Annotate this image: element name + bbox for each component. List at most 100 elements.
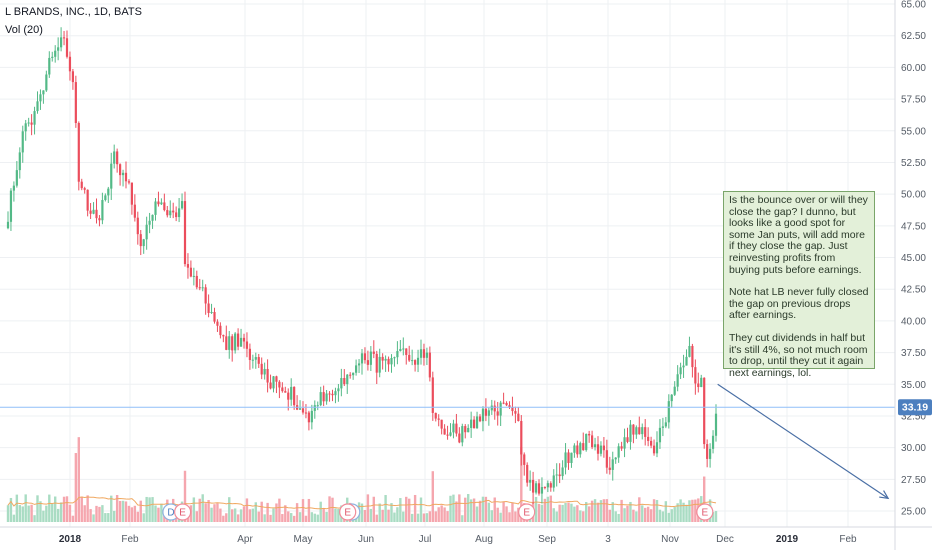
- volume-bar: [328, 496, 331, 522]
- earnings-marker[interactable]: E: [696, 503, 714, 521]
- candle: [478, 416, 482, 422]
- candle: [502, 402, 505, 404]
- volume-bar: [582, 511, 585, 522]
- candle: [269, 382, 272, 389]
- candle: [237, 333, 240, 347]
- time-tick-label: Apr: [237, 534, 253, 545]
- candle: [411, 360, 414, 362]
- candle: [83, 188, 86, 190]
- volume-bar: [148, 497, 151, 522]
- volume-bar: [505, 506, 508, 522]
- candle: [596, 444, 600, 454]
- note-box[interactable]: Is the bounce over or will they close th…: [723, 191, 875, 379]
- candle: [697, 383, 700, 388]
- candle: [408, 354, 411, 361]
- candle: [493, 405, 496, 412]
- volume-bar: [425, 513, 429, 522]
- candle: [375, 353, 378, 373]
- earnings-marker[interactable]: E: [518, 503, 536, 521]
- projection-arrow[interactable]: [717, 383, 890, 500]
- candle: [86, 189, 89, 211]
- candle: [355, 365, 358, 373]
- candle: [337, 388, 340, 392]
- volume-bar: [543, 498, 547, 522]
- time-axis[interactable]: 2018 Feb Apr May Jun Jul Aug Sep 3 Nov Dec 2019 Feb: [59, 534, 857, 545]
- time-tick-label: Feb: [839, 534, 857, 545]
- volume-bar: [295, 503, 299, 522]
- event-markers[interactable]: DDEEEE: [162, 503, 714, 521]
- candle: [688, 345, 691, 357]
- volume-bar: [127, 505, 131, 522]
- volume-bar: [59, 502, 63, 522]
- earnings-marker[interactable]: E: [339, 503, 357, 521]
- volume-bar: [431, 471, 434, 522]
- candle: [378, 356, 381, 373]
- marker-label: E: [701, 508, 708, 519]
- volume-bar: [416, 513, 420, 522]
- candle: [89, 210, 92, 214]
- candle: [434, 412, 437, 419]
- volume-bar: [461, 515, 464, 522]
- candlesticks[interactable]: [6, 27, 718, 504]
- candle: [714, 413, 718, 436]
- candle: [180, 201, 184, 209]
- candle: [304, 412, 308, 414]
- candle: [48, 57, 51, 75]
- candle: [57, 47, 60, 51]
- candle: [42, 90, 45, 95]
- volume-bar: [207, 500, 210, 522]
- volume-bar: [225, 513, 228, 522]
- volume-bar: [490, 510, 493, 522]
- time-tick-label: Aug: [475, 534, 493, 545]
- chart-grid: [0, 0, 895, 527]
- volume-bar: [284, 505, 287, 522]
- candle: [369, 351, 372, 365]
- candle: [68, 56, 72, 72]
- candle: [605, 450, 608, 468]
- candle: [328, 393, 331, 395]
- volume-bar: [478, 500, 482, 522]
- volume-bar: [65, 496, 69, 522]
- candle: [558, 474, 561, 477]
- volume-bar: [204, 503, 207, 522]
- candle: [591, 435, 594, 448]
- candle: [372, 351, 375, 354]
- volume-bar: [419, 497, 423, 522]
- volume-bar: [632, 509, 635, 522]
- marker-circle: [518, 503, 536, 521]
- volume-bar: [593, 499, 597, 522]
- volume-bar: [711, 512, 715, 522]
- candle: [703, 377, 706, 445]
- price-tick-label: 62.50: [901, 31, 926, 42]
- volume-bar: [587, 506, 591, 522]
- volume-bar: [301, 499, 305, 522]
- last-price-value: 33.19: [902, 402, 928, 414]
- volume-bar: [307, 498, 311, 522]
- volume-bar: [86, 495, 89, 522]
- volume-bar: [231, 509, 234, 522]
- volume-bar: [195, 511, 198, 522]
- candle: [251, 359, 254, 361]
- volume-bar: [617, 513, 620, 522]
- candle: [151, 214, 154, 221]
- candle: [623, 437, 626, 449]
- volume-bar: [101, 505, 104, 522]
- candle: [357, 363, 361, 366]
- volume-bar: [440, 505, 443, 522]
- candle: [116, 151, 119, 165]
- volume-bar: [685, 504, 688, 522]
- candle: [340, 378, 343, 389]
- volume-bar: [599, 500, 603, 522]
- price-axis[interactable]: 25.00 27.50 30.00 32.50 35.00 37.50 40.00 42.50…: [901, 0, 926, 518]
- volume-bar: [434, 511, 437, 522]
- candle: [245, 341, 249, 349]
- volume-bar: [24, 494, 27, 522]
- time-tick-label: 2019: [776, 534, 799, 545]
- candle: [431, 377, 434, 413]
- earnings-marker[interactable]: E: [174, 503, 192, 521]
- candle: [183, 201, 187, 265]
- volume-bar: [151, 497, 154, 522]
- volume-bar: [661, 511, 665, 522]
- volume-bar: [278, 498, 281, 522]
